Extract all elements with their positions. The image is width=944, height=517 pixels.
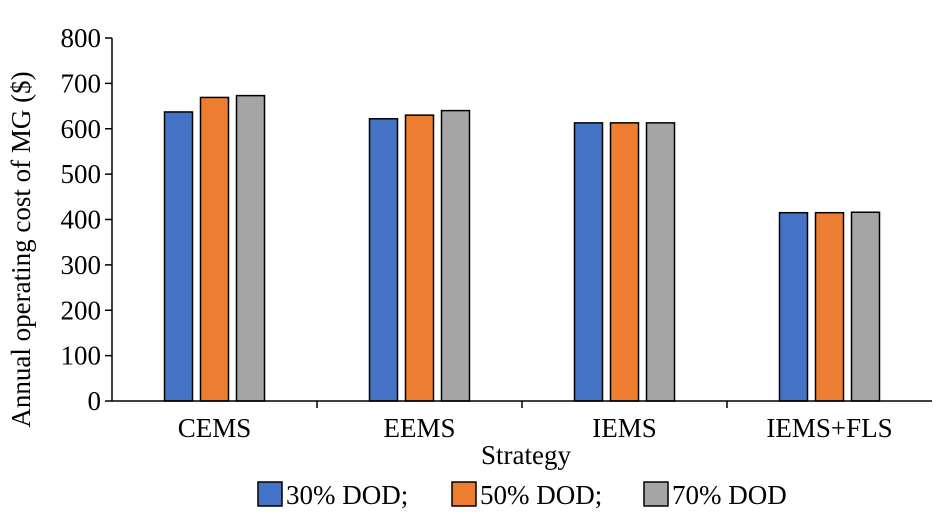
legend-swatch: [643, 481, 669, 507]
bar-eems-series-3: [440, 109, 471, 402]
bar-iems-fls-series-2: [814, 211, 845, 402]
bars-group: [163, 94, 881, 402]
x-category-label: CEMS: [178, 413, 252, 443]
y-tick-label: 500: [61, 159, 102, 189]
y-tick-label: 600: [61, 114, 102, 144]
bar-iems-series-2: [609, 122, 640, 402]
x-category-label: EEMS: [383, 413, 455, 443]
y-axis-title: Annual operating cost of MG ($): [6, 71, 36, 427]
bar-cems-series-2: [199, 96, 230, 402]
axes-group: 0 100 200 300 400 500 600 700 800 CEMS EEMS IEMS IEM…: [61, 23, 932, 443]
x-category-label: IEMS: [592, 413, 657, 443]
legend-label: 50% DOD;: [480, 480, 602, 510]
legend-swatch: [451, 481, 477, 507]
y-tick-label: 200: [61, 295, 102, 325]
y-tick-label: 700: [61, 68, 102, 98]
y-tick-label: 400: [61, 205, 102, 235]
legend-label: 30% DOD;: [286, 480, 408, 510]
y-tick-label: 800: [61, 23, 102, 53]
x-axis-title: Strategy: [481, 440, 571, 470]
bar-cems-series-3: [235, 94, 266, 402]
bar-eems-series-1: [368, 118, 399, 402]
y-tick-label: 300: [61, 250, 102, 280]
legend: 30% DOD; 50% DOD; 70% DOD: [257, 480, 787, 510]
y-tick-label: 100: [61, 341, 102, 371]
legend-swatch: [257, 481, 283, 507]
bar-iems-series-1: [573, 122, 604, 402]
bar-iems-series-3: [645, 122, 676, 402]
legend-label: 70% DOD: [672, 480, 787, 510]
bar-eems-series-2: [404, 114, 435, 402]
bar-cems-series-1: [163, 111, 194, 402]
bar-iems-fls-series-3: [850, 211, 881, 402]
bar-iems-fls-series-1: [778, 211, 809, 402]
y-tick-label: 0: [88, 386, 102, 416]
x-category-label: IEMS+FLS: [766, 413, 892, 443]
